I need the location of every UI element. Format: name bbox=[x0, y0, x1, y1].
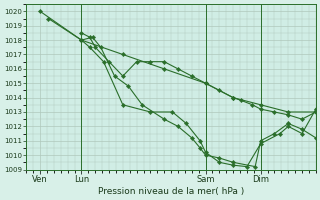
X-axis label: Pression niveau de la mer( hPa ): Pression niveau de la mer( hPa ) bbox=[98, 187, 244, 196]
